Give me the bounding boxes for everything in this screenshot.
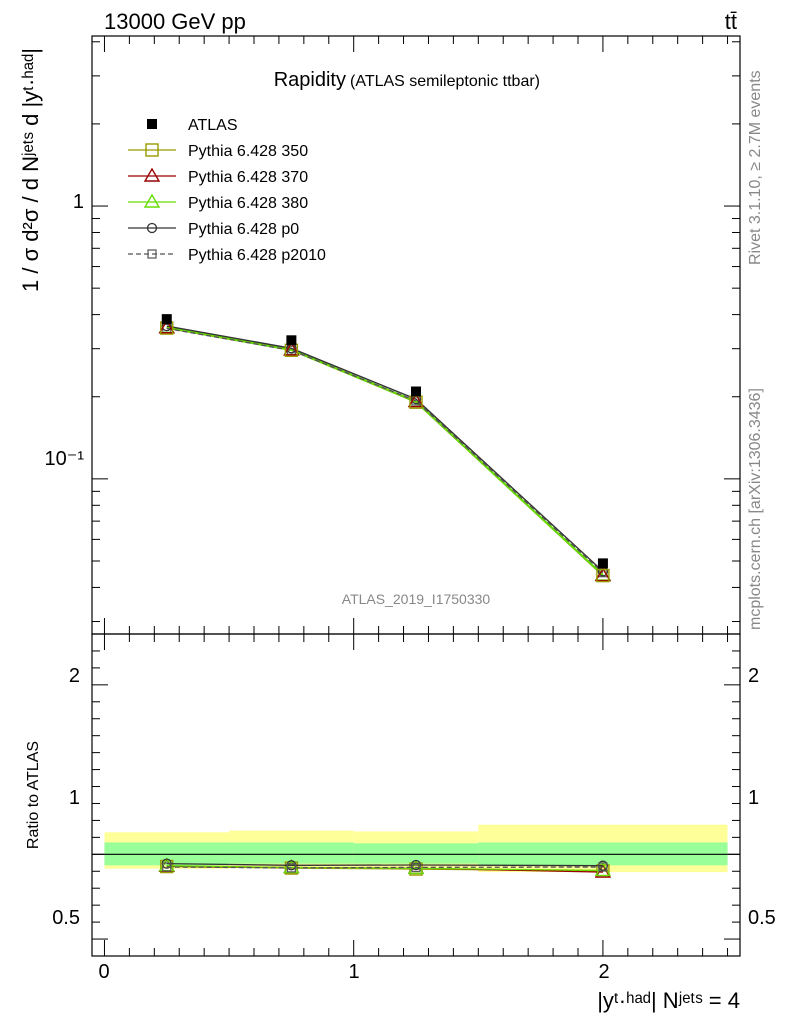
- header-left: 13000 GeV pp: [104, 9, 246, 34]
- main-axis-ticks: [92, 36, 740, 634]
- data-point: [597, 558, 608, 569]
- data-point: [161, 314, 172, 325]
- legend-marker: [145, 143, 159, 157]
- ratio-y-tick-label-right: 1: [748, 787, 759, 809]
- series-line: [166, 325, 604, 572]
- main-y-axis-label: 1 / σ d²σ / d Nʲᵉᵗˢ d |yᵗ·ʰᵃᵈ|: [18, 48, 43, 292]
- data-point: [596, 568, 610, 583]
- legend-marker: [147, 119, 157, 129]
- legend-marker: [146, 222, 158, 234]
- ratio-uncertainty-bands: [92, 824, 740, 873]
- ratio-y-tick-label: 1: [69, 787, 80, 809]
- ratio-data-point: [598, 862, 608, 872]
- ratio-data-point: [162, 862, 172, 872]
- data-point: [286, 335, 297, 346]
- legend-label: Pythia 6.428 380: [188, 195, 308, 212]
- chart-subtitle: (ATLAS semileptonic ttbar): [350, 73, 540, 90]
- x-axis-label: |yᵗ·ʰᵃᵈ| Nʲᵉᵗˢ = 4: [597, 988, 740, 1013]
- ratio-series-line: [166, 866, 603, 869]
- series-line: [166, 327, 604, 577]
- data-point: [594, 567, 612, 582]
- data-point: [407, 393, 425, 408]
- rivet-version-label: Rivet 3.1.10, ≥ 2.7M events: [747, 70, 764, 265]
- data-point: [158, 319, 175, 334]
- ratio-inner-band: [353, 843, 479, 864]
- legend-label: Pythia 6.428 350: [188, 143, 308, 160]
- chart-title: Rapidity: [274, 69, 346, 91]
- legend-label: ATLAS: [188, 117, 238, 134]
- legend-label: Pythia 6.428 p2010: [188, 247, 326, 264]
- ratio-y-tick-label: 0.5: [52, 907, 80, 929]
- mcplots-label: mcplots.cern.ch [arXiv:1306.3436]: [747, 388, 764, 630]
- legend-label: Pythia 6.428 p0: [188, 221, 299, 238]
- legend-marker: [143, 193, 161, 208]
- data-point: [411, 386, 421, 397]
- legend: ATLAS Pythia 6.428 350 Pythia 6.428 370 Pyt…: [128, 117, 326, 264]
- series-line: [166, 327, 604, 574]
- series-line: [166, 326, 604, 576]
- ratio-data-point: [411, 862, 421, 872]
- ratio-panel-frame: [91, 633, 741, 957]
- analysis-watermark: ATLAS_2019_I1750330: [342, 591, 491, 607]
- ratio-inner-band: [229, 842, 354, 864]
- header-right: tt̄: [725, 9, 737, 34]
- ratio-axis-ticks: [92, 633, 740, 957]
- ratio-y-tick-label-right: 0.5: [748, 907, 776, 929]
- ratio-y-tick-label-right: 2: [748, 665, 759, 687]
- ratio-series-group: [158, 857, 612, 878]
- ratio-data-point: [286, 863, 296, 873]
- ratio-series-line: [166, 862, 603, 867]
- ratio-y-tick-label: 2: [69, 665, 80, 687]
- legend-marker: [143, 167, 161, 182]
- main-series-group: [158, 314, 612, 583]
- legend-label: Pythia 6.428 370: [188, 169, 308, 186]
- main-y-tick-label: 1: [73, 191, 84, 213]
- series-line: [166, 327, 604, 577]
- x-tick-label: 1: [348, 961, 359, 983]
- x-tick-label: 0: [98, 961, 109, 983]
- x-tick-label: 2: [598, 961, 609, 983]
- ratio-y-axis-label: Ratio to ATLAS: [25, 741, 42, 849]
- data-point: [283, 341, 300, 356]
- main-y-tick-label: 10⁻¹: [45, 448, 85, 470]
- legend-marker: [147, 249, 157, 259]
